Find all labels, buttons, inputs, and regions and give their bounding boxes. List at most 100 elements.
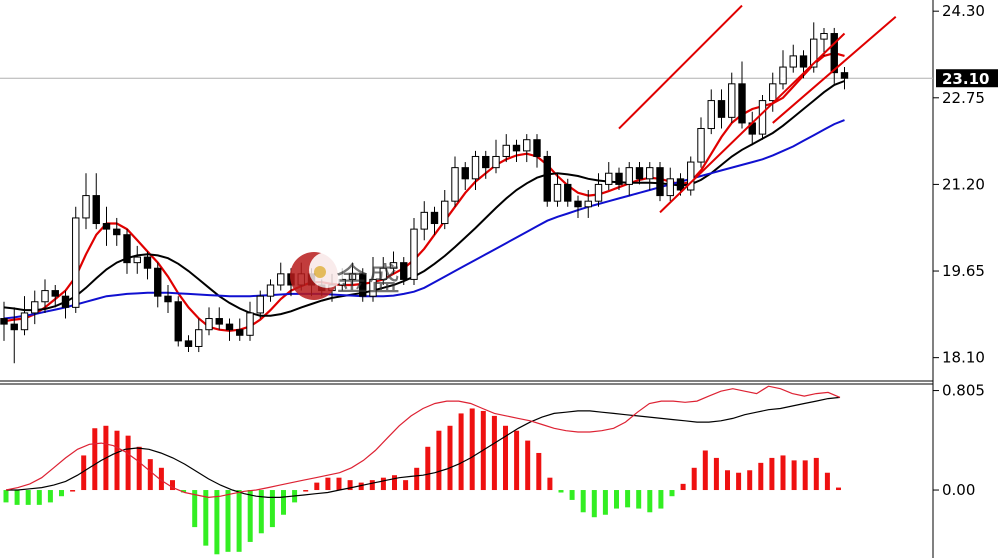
candle-body-down	[461, 167, 469, 180]
macd-bar-negative	[647, 490, 653, 513]
price-tick-label: 21.20	[942, 175, 985, 193]
macd-bar-positive	[525, 440, 531, 491]
candle-body-up	[420, 211, 428, 230]
macd-bar-negative	[47, 490, 53, 503]
candlestick	[830, 27, 838, 84]
candle-body-down	[143, 256, 152, 269]
price-tick-label: 19.65	[942, 262, 985, 280]
price-tick-label: 18.10	[942, 349, 985, 367]
candle-body-up	[553, 183, 562, 202]
candlestick	[123, 229, 131, 274]
macd-bar-positive	[491, 415, 497, 491]
macd-bar-positive	[736, 472, 742, 491]
candle-body-down	[61, 295, 70, 308]
candle-body-up	[20, 312, 29, 331]
macd-bar-negative	[658, 490, 664, 509]
candle-body-down	[717, 100, 726, 118]
candlestick	[143, 251, 152, 280]
candlestick	[72, 206, 80, 313]
macd-bar-positive	[813, 457, 819, 491]
macd-bar-positive	[680, 483, 686, 491]
macd-bar-negative	[625, 490, 631, 508]
candlestick	[246, 301, 254, 341]
candle-body-down	[656, 167, 664, 197]
candle-body-down	[92, 195, 100, 225]
price-tick-label: 22.75	[942, 89, 985, 107]
candlestick	[748, 111, 756, 146]
candle-body-up	[769, 83, 777, 102]
candle-body-down	[482, 155, 490, 169]
macd-bar-positive	[503, 425, 508, 491]
candle-body-down	[236, 329, 244, 336]
candlestick	[225, 318, 234, 341]
macd-bar-negative	[3, 490, 9, 503]
candle-body-down	[0, 318, 8, 325]
candlestick	[266, 279, 275, 302]
macd-bar-negative	[614, 490, 619, 509]
macd-bar-positive	[802, 460, 808, 491]
macd-bar-positive	[425, 446, 431, 491]
trendline	[659, 32, 846, 214]
macd-bar-negative	[181, 490, 187, 493]
candle-body-down	[10, 323, 18, 331]
macd-bar-negative	[247, 490, 253, 542]
macd-bar-negative	[669, 490, 675, 497]
candlestick	[687, 156, 695, 196]
candlestick	[0, 301, 8, 341]
macd-bar-negative	[591, 490, 597, 518]
macd-bar-positive	[691, 467, 697, 491]
candle-body-up	[246, 312, 254, 336]
candlestick	[533, 134, 541, 168]
candle-body-down	[154, 267, 162, 297]
candle-body-down	[215, 318, 223, 325]
macd-bar-positive	[514, 430, 520, 491]
watermark-logo: 金盛	[290, 252, 400, 300]
candle-body-up	[707, 100, 715, 130]
candlestick	[82, 173, 90, 230]
candlestick	[758, 95, 767, 140]
candlestick	[164, 285, 172, 313]
candle-body-down	[164, 295, 172, 303]
trendline	[618, 4, 743, 130]
candle-body-up	[451, 167, 459, 202]
candlestick	[574, 195, 582, 218]
candle-body-up	[72, 217, 80, 308]
candle-body-up	[369, 278, 377, 297]
candle-body-up	[728, 83, 736, 118]
macd-bar-positive	[380, 477, 386, 491]
candlestick	[51, 285, 59, 308]
macd-bar-negative	[214, 490, 220, 555]
macd-bar-positive	[92, 428, 98, 491]
candle-body-up	[41, 290, 49, 303]
candlestick	[410, 217, 418, 285]
candlestick	[820, 27, 828, 56]
macd-bar-negative	[258, 490, 264, 534]
macd-tick-label: 0.00	[942, 481, 975, 499]
macd-bar-positive	[347, 480, 353, 491]
macd-bar-positive	[536, 452, 542, 491]
candlestick	[195, 318, 203, 353]
candle-body-up	[605, 172, 613, 185]
macd-bar-positive	[170, 480, 175, 491]
macd-signal-line	[6, 396, 841, 498]
candlestick	[471, 150, 480, 190]
macd-bar-negative	[281, 490, 286, 515]
candlestick	[420, 201, 428, 241]
macd-bar-positive	[547, 477, 553, 491]
candle-body-up	[471, 155, 480, 180]
ma_short-line	[3, 51, 845, 332]
candle-body-down	[676, 178, 685, 191]
candle-body-up	[379, 267, 387, 280]
candlestick	[656, 162, 664, 202]
candlestick	[615, 167, 623, 190]
candlestick	[236, 318, 244, 341]
candlestick	[646, 162, 654, 190]
macd-bar-positive	[702, 450, 708, 491]
macd-bar-negative	[602, 490, 608, 515]
candle-body-up	[277, 273, 285, 286]
candlestick	[20, 296, 29, 336]
candlestick	[594, 173, 603, 207]
macd-bar-positive	[713, 457, 719, 491]
price-axis: 24.30 22.75 21.20 19.65 18.10 23.10	[933, 2, 998, 367]
